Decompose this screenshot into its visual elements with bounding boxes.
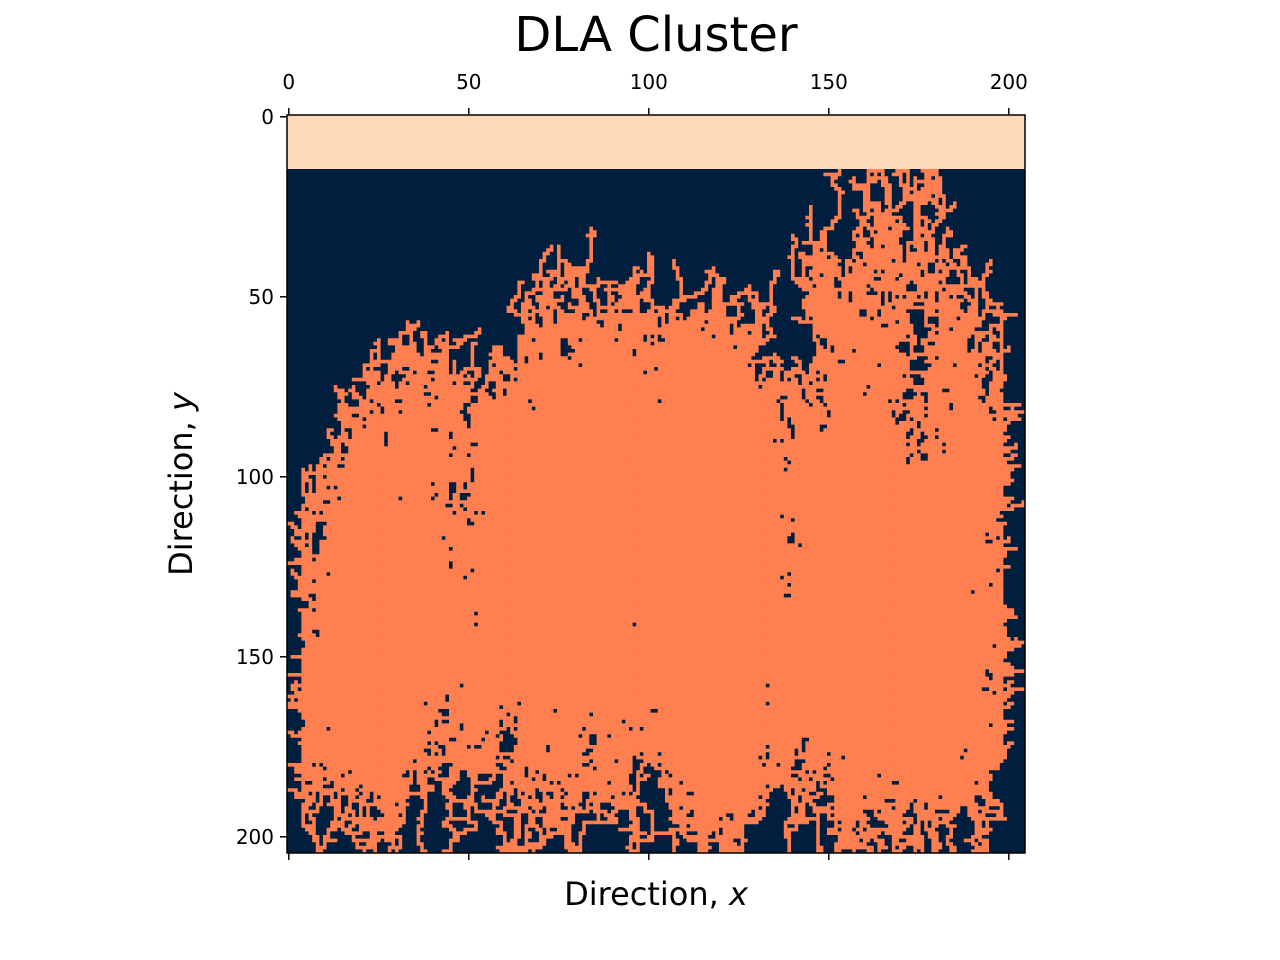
y-axis: 0 50 100 150 200: [236, 105, 287, 849]
plot-area: [286, 114, 1026, 854]
y-axis-label-variable: y: [162, 391, 200, 412]
x-tick-label: 0: [282, 70, 295, 94]
x-tick-label: 200: [990, 70, 1028, 94]
x-axis-label-variable: x: [728, 875, 749, 913]
plot-frame: [286, 114, 1026, 854]
y-tick-label: 200: [236, 825, 274, 849]
y-tick-label: 50: [249, 285, 274, 309]
x-tick-label: 150: [810, 70, 848, 94]
dla-cluster: [287, 169, 1025, 853]
y-tick-label: 0: [261, 105, 274, 129]
y-tick-label: 100: [236, 465, 274, 489]
y-axis-label-text: Direction,: [162, 411, 200, 576]
x-axis-label-text: Direction,: [564, 875, 729, 913]
y-axis-label: Direction, y: [162, 391, 200, 576]
x-tick-label: 100: [630, 70, 668, 94]
chart-title: DLA Cluster: [514, 7, 798, 63]
x-axis-label: Direction, x: [564, 875, 749, 913]
x-axis: 0 50 100 150 200: [282, 70, 1028, 860]
source-band: [287, 115, 1025, 169]
y-tick-label: 150: [236, 645, 274, 669]
x-tick-label: 50: [456, 70, 481, 94]
